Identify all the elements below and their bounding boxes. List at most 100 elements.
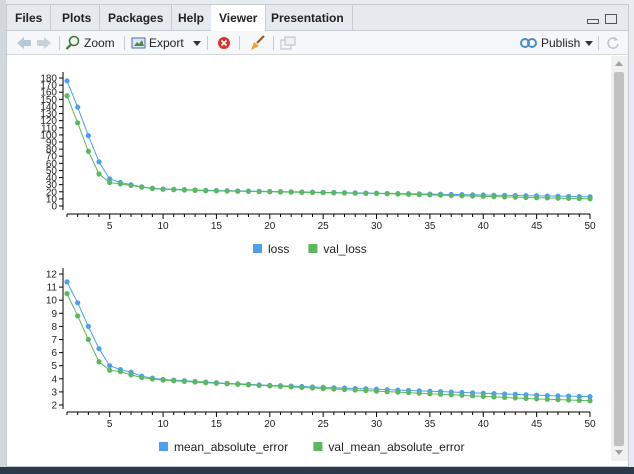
legend-swatch [159, 442, 168, 451]
scroll-thumb[interactable] [614, 72, 624, 446]
bottom-status-strip [0, 467, 634, 474]
x-tick-label: 5 [107, 221, 113, 232]
scroll-down-arrow-icon[interactable] [615, 450, 623, 455]
toolbar-separator [598, 36, 599, 50]
loss-chart: 0102030405060708090100110120130140150160… [40, 72, 596, 256]
data-point-val_mean_absolute_error [309, 385, 316, 391]
data-point-val_loss [469, 193, 476, 199]
data-point-val_loss [405, 191, 412, 197]
y-tick-label: 10 [46, 296, 58, 307]
data-point-mean_absolute_error [96, 346, 102, 352]
y-tick-label: 110 [41, 123, 57, 134]
y-tick-label: 2 [51, 401, 57, 412]
data-point-val_mean_absolute_error [299, 384, 305, 391]
minimize-pane-icon[interactable] [587, 19, 599, 24]
data-point-loss [64, 78, 70, 84]
tab-packages[interactable]: Packages [100, 5, 173, 31]
toolbar-separator [207, 36, 208, 50]
x-tick-label: 15 [211, 419, 223, 430]
data-point-val_mean_absolute_error [555, 397, 561, 403]
y-tick-label: 8 [51, 322, 57, 333]
x-tick-label: 20 [264, 419, 276, 430]
data-point-val_mean_absolute_error [352, 387, 358, 393]
data-point-val_loss [203, 188, 209, 194]
y-tick-label: 9 [51, 309, 57, 320]
tab-files[interactable]: Files [7, 5, 52, 31]
x-tick-label: 25 [318, 419, 330, 430]
y-tick-label: 130 [40, 109, 57, 120]
maximize-pane-icon[interactable] [605, 14, 617, 24]
publish-button[interactable]: Publish [541, 36, 581, 50]
y-tick-label: 140 [40, 102, 57, 113]
toolbar-separator [273, 36, 274, 50]
y-tick-label: 5 [51, 361, 57, 372]
x-tick-label: 40 [478, 221, 490, 232]
tab-presentation[interactable]: Presentation [263, 5, 353, 31]
popout-icon[interactable] [280, 36, 296, 50]
broom-icon[interactable] [249, 34, 267, 52]
y-tick-label: 120 [40, 116, 57, 127]
stop-icon[interactable] [217, 36, 231, 50]
data-point-val_mean_absolute_error [203, 380, 209, 386]
export-icon [131, 37, 146, 49]
legend-swatch [308, 244, 318, 253]
x-tick-label: 35 [424, 221, 436, 232]
scroll-up-arrow-icon[interactable] [615, 61, 623, 66]
data-point-val_mean_absolute_error [224, 381, 230, 387]
data-point-val_mean_absolute_error [235, 381, 241, 387]
data-point-val_loss [128, 182, 134, 188]
y-tick-label: 40 [46, 173, 58, 184]
data-point-val_loss [192, 187, 198, 193]
data-point-val_mean_absolute_error [149, 376, 155, 382]
x-tick-label: 35 [424, 419, 436, 430]
data-point-mean_absolute_error [534, 392, 540, 398]
data-point-val_mean_absolute_error [363, 387, 369, 394]
x-tick-label: 45 [531, 419, 543, 430]
y-tick-label: 3 [51, 387, 57, 398]
x-tick-label: 5 [107, 419, 113, 430]
data-point-val_mean_absolute_error [245, 382, 252, 388]
chevron-down-icon[interactable] [585, 41, 593, 46]
data-point-val_mean_absolute_error [331, 386, 337, 392]
x-tick-label: 25 [318, 221, 330, 232]
data-point-val_mean_absolute_error [117, 368, 123, 375]
zoom-button[interactable]: Zoom [84, 36, 115, 50]
data-point-val_mean_absolute_error [469, 393, 476, 399]
vertical-scrollbar[interactable] [611, 56, 628, 461]
y-tick-label: 0 [51, 202, 57, 213]
data-point-mean_absolute_error [75, 300, 81, 306]
forward-arrow-icon[interactable] [35, 35, 53, 51]
data-point-val_loss [384, 191, 390, 197]
data-point-loss [85, 133, 91, 139]
y-tick-label: 6 [51, 348, 57, 359]
data-point-val_loss [341, 190, 348, 196]
data-point-val_loss [512, 194, 518, 200]
y-tick-label: 90 [46, 138, 58, 149]
y-tick-label: 170 [40, 81, 57, 92]
data-point-val_loss [149, 185, 155, 192]
data-point-mean_absolute_error [566, 393, 572, 399]
series-line-val_mean_absolute_error [66, 293, 591, 402]
tab-help[interactable]: Help [170, 5, 214, 31]
data-point-val_loss [491, 194, 497, 200]
tab-plots[interactable]: Plots [54, 5, 101, 31]
refresh-icon[interactable] [606, 36, 620, 50]
data-point-val_mean_absolute_error [256, 382, 262, 388]
data-point-mean_absolute_error [85, 323, 91, 329]
y-tick-label: 150 [40, 95, 57, 106]
data-point-val_loss [256, 189, 262, 195]
left-pane-edge [0, 0, 6, 474]
y-tick-label: 100 [40, 130, 57, 141]
data-point-val_mean_absolute_error [171, 378, 177, 384]
series-line-loss [66, 80, 591, 198]
data-point-val_mean_absolute_error [491, 394, 497, 400]
back-arrow-icon[interactable] [15, 35, 51, 51]
export-button[interactable]: Export [149, 36, 184, 50]
data-point-val_mean_absolute_error [459, 392, 465, 398]
data-point-val_loss [171, 187, 177, 193]
tab-viewer[interactable]: Viewer [211, 5, 267, 32]
data-point-val_loss [299, 189, 305, 195]
data-point-val_mean_absolute_error [587, 398, 593, 404]
data-point-val_mean_absolute_error [566, 397, 572, 403]
